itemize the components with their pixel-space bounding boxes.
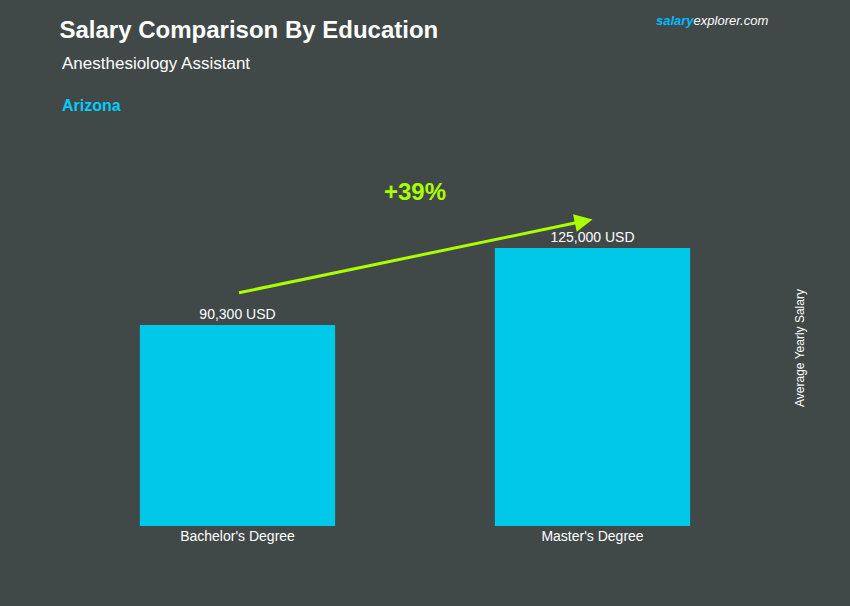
svg-text:Salary Comparison By Education: Salary Comparison By Education [60, 16, 439, 43]
svg-text:125,000 USD: 125,000 USD [550, 229, 634, 245]
svg-text:Anesthesiology Assistant: Anesthesiology Assistant [62, 54, 250, 73]
svg-text:Bachelor's Degree: Bachelor's Degree [180, 528, 295, 544]
svg-text:Average Yearly Salary: Average Yearly Salary [793, 289, 807, 407]
svg-text:+39%: +39% [384, 178, 446, 205]
svg-text:Master's Degree: Master's Degree [541, 528, 643, 544]
svg-text:90,300 USD: 90,300 USD [199, 306, 275, 322]
svg-text:Arizona: Arizona [62, 97, 121, 114]
svg-text:salaryexplorer.com: salaryexplorer.com [656, 13, 768, 28]
